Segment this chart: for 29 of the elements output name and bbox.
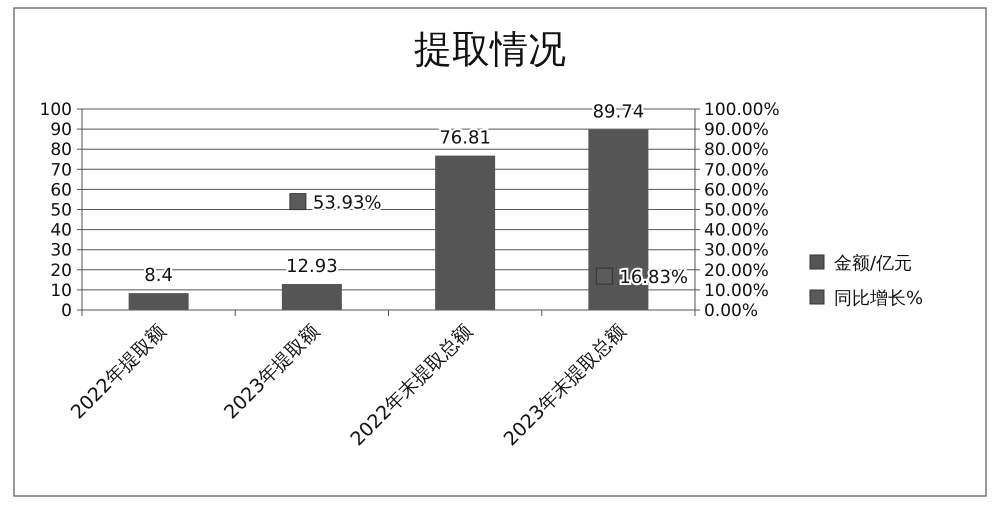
y2-tick-label: 40.00% (704, 220, 769, 241)
y2-tick-label: 80.00% (704, 140, 769, 160)
title: 提取情况 (414, 27, 566, 71)
y2-tick-label: 10.00% (704, 280, 769, 301)
y-tick-label: 10 (50, 280, 72, 301)
y-tick-label: 100 (40, 100, 72, 120)
bar (128, 293, 189, 310)
y-tick-label: 60 (50, 180, 72, 200)
y-tick-label: 30 (50, 240, 72, 261)
y2-tick-label: 0.00% (704, 301, 758, 321)
y2-tick-label: 100.00% (704, 100, 780, 120)
y-tick-label: 20 (50, 260, 72, 281)
data-label: 76.81 (439, 128, 491, 149)
y-tick-label: 70 (50, 160, 72, 180)
y-tick-label: 40 (50, 220, 72, 241)
y2-tick-label: 50.00% (704, 200, 769, 220)
legend-label: 金额/亿元 (834, 253, 912, 274)
data-label: 8.4 (144, 265, 173, 286)
legend-label: 同比增长% (834, 288, 924, 309)
y-tick-label: 90 (50, 120, 72, 140)
y2-tick-label: 60.00% (704, 180, 769, 200)
y2-tick-label: 70.00% (704, 160, 769, 180)
y2-tick-label: 90.00% (704, 120, 769, 140)
y2-tick-label: 20.00% (704, 260, 769, 281)
y-tick-label: 0 (61, 301, 72, 321)
y-tick-label: 50 (50, 200, 72, 220)
y-tick-label: 80 (50, 140, 72, 160)
y2-tick-label: 30.00% (704, 240, 769, 261)
data-label: 53.93% (312, 192, 382, 214)
